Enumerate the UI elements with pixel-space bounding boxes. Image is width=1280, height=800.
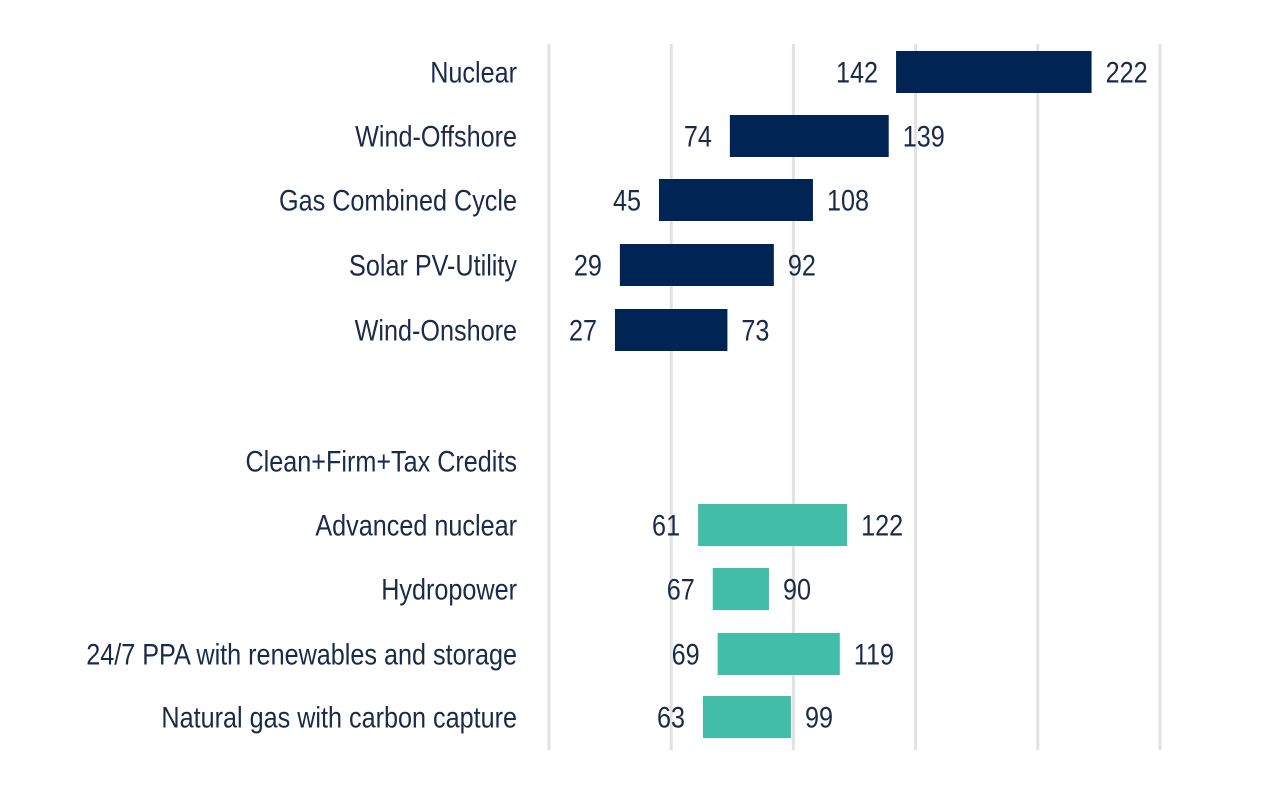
low-value-label: 69 [672,637,700,671]
category-label: Nuclear [430,55,517,89]
group-header: Clean+Firm+Tax Credits [245,444,517,478]
category-label: Hydropower [381,572,517,606]
low-value-label: 74 [684,119,712,153]
bar-row: 24/7 PPA with renewables and storage 69 11… [86,633,894,675]
category-label: Wind-Onshore [355,313,517,347]
high-value-label: 99 [805,700,833,734]
category-label: Advanced nuclear [315,508,517,542]
bar-row: Natural gas with carbon capture 63 99 [161,696,833,738]
category-label: Natural gas with carbon capture [161,700,517,734]
gridlines [547,44,1162,750]
range-bar [619,244,774,286]
low-value-label: 67 [667,572,695,606]
high-value-label: 108 [827,183,869,217]
category-label: 24/7 PPA with renewables and storage [86,637,517,671]
high-value-label: 139 [903,119,945,153]
high-value-label: 73 [741,313,769,347]
low-value-label: 45 [613,183,641,217]
high-value-label: 92 [788,248,816,282]
category-label: Wind-Offshore [355,119,517,153]
bar-row: Advanced nuclear 61 122 [315,504,903,546]
range-bar [712,568,769,610]
range-bar [658,179,813,221]
high-value-label: 90 [783,572,811,606]
bar-row: Nuclear 142 222 [430,51,1148,93]
bar-row: Wind-Offshore 74 139 [355,115,945,157]
low-value-label: 27 [569,313,597,347]
range-bar [896,51,1092,93]
high-value-label: 222 [1106,55,1148,89]
bar-row: Solar PV-Utility 29 92 [349,244,816,286]
low-value-label: 142 [836,55,878,89]
chart-rows: Nuclear 142 222 Wind-Offshore 74 139 Gas Combi… [86,51,1148,738]
low-value-label: 63 [657,700,685,734]
range-bar [702,696,791,738]
range-bar [717,633,840,675]
low-value-label: 61 [652,508,680,542]
high-value-label: 119 [854,637,894,671]
bar-row: Gas Combined Cycle 45 108 [279,179,869,221]
range-bar [698,504,848,546]
category-label: Solar PV-Utility [349,248,517,282]
range-bar [614,309,728,351]
bar-row: Hydropower 67 90 [381,568,811,610]
high-value-label: 122 [861,508,903,542]
range-bar [729,115,889,157]
low-value-label: 29 [574,248,602,282]
group-conventional: Nuclear 142 222 Wind-Offshore 74 139 Gas Combi… [279,51,1148,351]
bar-row: Wind-Onshore 27 73 [355,309,769,351]
group-clean-firm: Clean+Firm+Tax Credits Advanced nuclear 61… [86,444,903,738]
category-label: Gas Combined Cycle [279,183,517,217]
